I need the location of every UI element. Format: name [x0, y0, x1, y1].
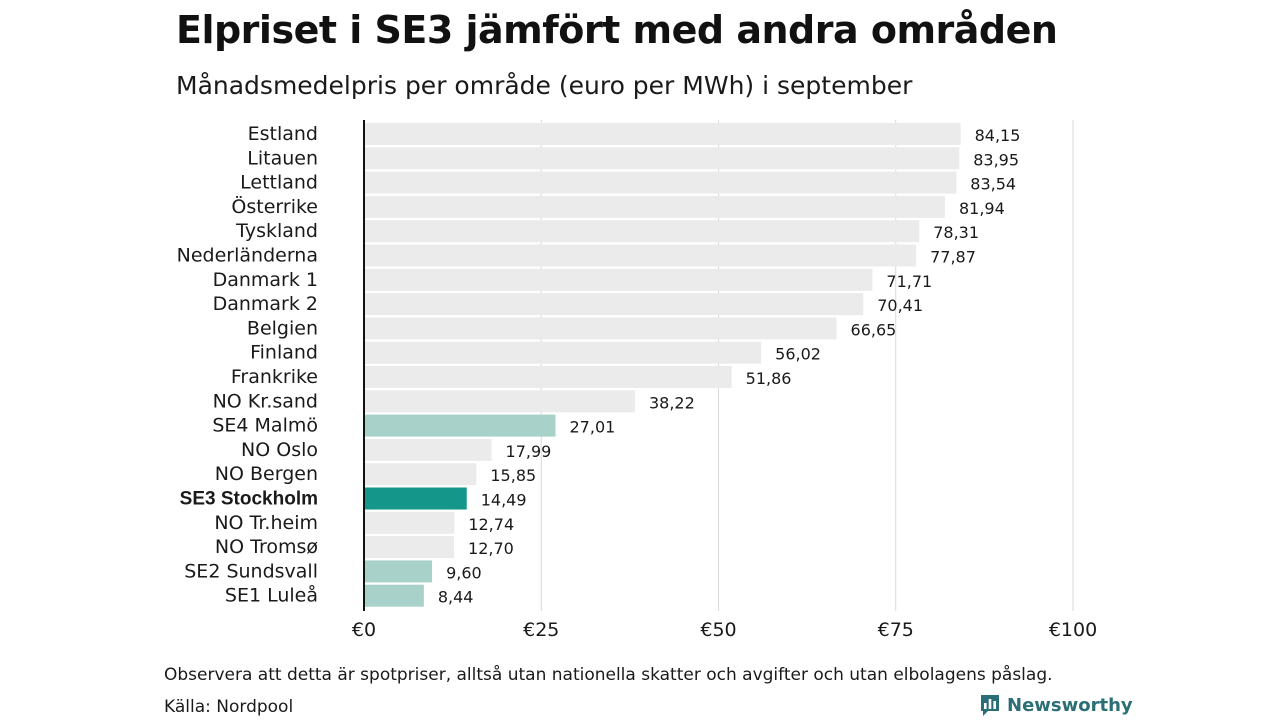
brand: Newsworthy	[979, 693, 1133, 717]
bar	[364, 414, 556, 437]
data-label: 9,60	[446, 563, 482, 582]
data-label: 81,94	[959, 199, 1005, 218]
bar	[364, 341, 762, 364]
category-label: NO Tr.heim	[214, 512, 318, 534]
bar	[364, 123, 961, 145]
bar	[364, 560, 433, 583]
chart-subtitle: Månadsmedelpris per område (euro per MWh…	[176, 71, 913, 100]
data-label: 8,44	[438, 588, 474, 607]
x-tick-label: €75	[878, 619, 914, 641]
bar	[364, 171, 957, 194]
category-label: Lettland	[240, 172, 318, 194]
bar-chart: Estland 84,15 Litauen 83,95 Lettland 83,54 Öst…	[177, 120, 1097, 641]
data-label: 70,41	[877, 296, 923, 315]
bar	[364, 220, 920, 243]
category-label: SE1 Luleå	[225, 584, 318, 607]
data-label: 15,85	[490, 466, 536, 485]
data-label: 71,71	[886, 272, 932, 291]
category-label: Litauen	[247, 147, 318, 169]
data-label: 51,86	[746, 369, 792, 388]
category-label: Österrike	[231, 195, 318, 218]
bar	[364, 244, 917, 267]
category-label: SE4 Malmö	[212, 415, 318, 437]
bar	[364, 463, 477, 486]
category-label: SE3 Stockholm	[180, 489, 318, 510]
data-label: 17,99	[506, 442, 552, 461]
category-label: Danmark 1	[213, 269, 318, 291]
bar	[364, 268, 873, 291]
bar	[364, 317, 837, 340]
bar	[364, 511, 455, 534]
data-label: 83,54	[970, 175, 1016, 194]
category-label: Finland	[250, 342, 318, 364]
category-label: Estland	[248, 123, 318, 145]
newsworthy-logo-icon	[981, 695, 999, 716]
bar	[364, 366, 732, 388]
bar	[364, 584, 424, 607]
category-label: Frankrike	[231, 366, 318, 388]
data-label: 66,65	[851, 320, 897, 339]
bar	[364, 293, 864, 316]
bar	[364, 195, 945, 218]
x-tick-label: €25	[523, 619, 559, 641]
data-label: 12,70	[468, 539, 514, 558]
data-label: 56,02	[775, 345, 821, 364]
footnote: Observera att detta är spotpriser, allts…	[164, 665, 1053, 685]
category-label: SE2 Sundsvall	[184, 560, 318, 582]
data-label: 84,15	[975, 126, 1021, 145]
data-label: 14,49	[481, 491, 527, 510]
data-label: 27,01	[570, 418, 616, 437]
category-label: NO Tromsø	[215, 536, 318, 558]
data-label: 83,95	[973, 150, 1019, 169]
category-label: NO Kr.sand	[213, 390, 318, 412]
category-label: Danmark 2	[213, 293, 318, 315]
category-label: NO Oslo	[241, 439, 318, 461]
data-label: 38,22	[649, 393, 695, 412]
category-label: Tyskland	[235, 220, 318, 242]
x-tick-label: €50	[700, 619, 736, 641]
data-label: 77,87	[930, 248, 976, 267]
data-label: 12,74	[468, 515, 514, 534]
brand-name: Newsworthy	[1007, 694, 1133, 716]
data-label: 78,31	[933, 223, 979, 242]
chart-title: Elpriset i SE3 jämfört med andra områden	[176, 8, 1058, 52]
category-label: Belgien	[247, 317, 318, 339]
bar	[364, 536, 455, 559]
category-label: NO Bergen	[215, 463, 318, 485]
bar	[364, 147, 960, 170]
category-label: Nederländerna	[177, 245, 318, 267]
x-tick-label: €100	[1049, 619, 1097, 641]
bar	[364, 438, 492, 461]
bar	[364, 487, 467, 510]
x-tick-label: €0	[352, 619, 376, 641]
bar	[364, 390, 635, 413]
source-note: Källa: Nordpool	[164, 697, 294, 717]
